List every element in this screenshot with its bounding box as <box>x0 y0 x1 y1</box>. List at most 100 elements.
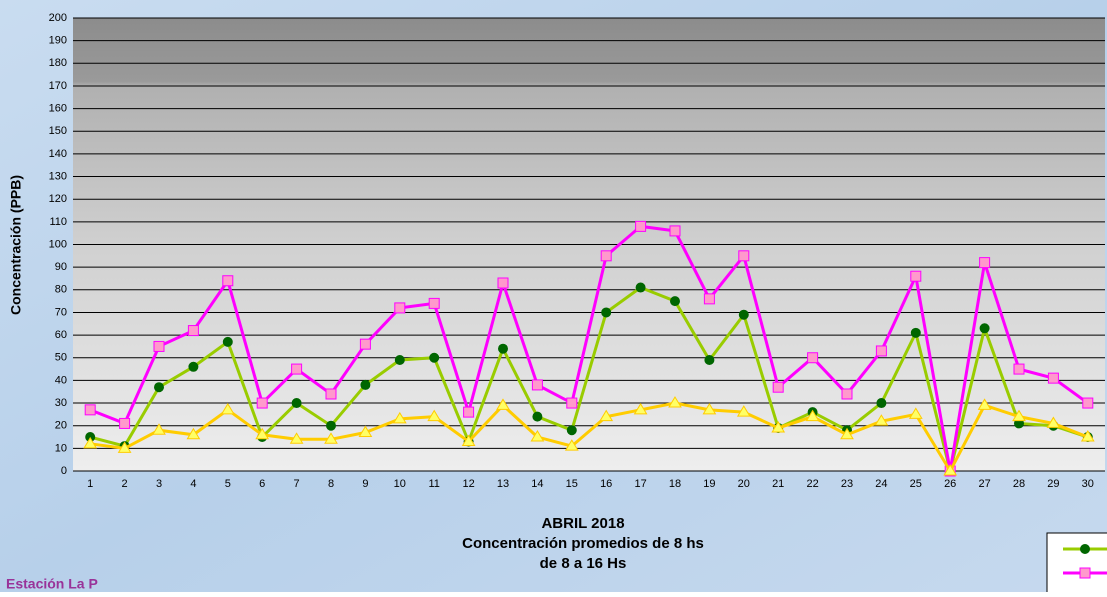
chart-title: ABRIL 2018 <box>541 515 624 532</box>
x-tick-label: 7 <box>294 478 300 490</box>
x-tick-label: 29 <box>1047 478 1059 490</box>
marker <box>498 278 508 288</box>
chart-title: de 8 a 16 Hs <box>540 555 627 572</box>
legend <box>1047 533 1107 592</box>
marker <box>739 310 748 319</box>
marker <box>1083 398 1093 408</box>
y-tick-label: 200 <box>49 12 67 24</box>
marker <box>1081 545 1090 554</box>
marker <box>980 258 990 268</box>
y-tick-label: 0 <box>61 465 67 477</box>
y-tick-label: 70 <box>55 306 67 318</box>
marker <box>877 399 886 408</box>
x-tick-label: 10 <box>394 478 406 490</box>
y-tick-label: 180 <box>49 57 67 69</box>
marker <box>429 298 439 308</box>
marker <box>532 380 542 390</box>
x-tick-label: 20 <box>738 478 750 490</box>
x-tick-label: 4 <box>190 478 196 490</box>
x-tick-label: 5 <box>225 478 231 490</box>
marker <box>636 283 645 292</box>
marker <box>980 324 989 333</box>
y-tick-label: 20 <box>55 420 67 432</box>
annotation: Estación La P <box>6 576 98 592</box>
marker <box>704 294 714 304</box>
marker <box>430 353 439 362</box>
x-tick-label: 19 <box>703 478 715 490</box>
marker <box>911 328 920 337</box>
x-tick-label: 27 <box>978 478 990 490</box>
y-tick-label: 80 <box>55 284 67 296</box>
y-tick-label: 110 <box>49 216 67 228</box>
marker <box>223 337 232 346</box>
marker <box>808 353 818 363</box>
x-tick-label: 26 <box>944 478 956 490</box>
x-tick-label: 28 <box>1013 478 1025 490</box>
marker <box>876 346 886 356</box>
y-tick-label: 190 <box>49 35 67 47</box>
marker <box>326 389 336 399</box>
x-tick-label: 23 <box>841 478 853 490</box>
y-axis-label: Concentración (PPB) <box>8 175 24 315</box>
marker <box>1014 364 1024 374</box>
marker <box>154 341 164 351</box>
x-tick-label: 30 <box>1082 478 1094 490</box>
page: {"chart_data": {"type": "line", "title":… <box>0 0 1107 592</box>
y-tick-label: 100 <box>49 238 67 250</box>
marker <box>739 251 749 261</box>
x-tick-label: 11 <box>428 478 439 490</box>
y-tick-label: 120 <box>49 193 67 205</box>
x-tick-label: 16 <box>600 478 612 490</box>
y-tick-label: 160 <box>49 103 67 115</box>
marker <box>361 380 370 389</box>
x-tick-label: 21 <box>772 478 784 490</box>
marker <box>155 383 164 392</box>
marker <box>601 251 611 261</box>
marker <box>395 303 405 313</box>
marker <box>842 389 852 399</box>
marker <box>189 362 198 371</box>
x-tick-label: 22 <box>806 478 818 490</box>
y-tick-label: 170 <box>49 80 67 92</box>
marker <box>292 364 302 374</box>
y-tick-label: 130 <box>49 170 67 182</box>
marker <box>223 276 233 286</box>
marker <box>257 398 267 408</box>
x-tick-label: 2 <box>122 478 128 490</box>
marker <box>705 356 714 365</box>
y-tick-label: 10 <box>55 442 67 454</box>
marker <box>120 418 130 428</box>
x-tick-label: 3 <box>156 478 162 490</box>
chart: Concentración (PPB) ABRIL 2018 Concentra… <box>0 0 1107 592</box>
marker <box>602 308 611 317</box>
marker <box>327 421 336 430</box>
chart-title: Concentración promedios de 8 hs <box>462 535 704 552</box>
x-tick-label: 25 <box>910 478 922 490</box>
y-tick-label: 150 <box>49 125 67 137</box>
x-tick-label: 6 <box>259 478 265 490</box>
x-tick-label: 9 <box>362 478 368 490</box>
y-tick-label: 140 <box>49 148 67 160</box>
x-tick-label: 18 <box>669 478 681 490</box>
y-tick-label: 60 <box>55 329 67 341</box>
x-tick-label: 14 <box>531 478 543 490</box>
marker <box>1080 568 1090 578</box>
x-tick-label: 17 <box>634 478 646 490</box>
marker <box>671 297 680 306</box>
x-tick-label: 8 <box>328 478 334 490</box>
marker <box>292 399 301 408</box>
marker <box>670 226 680 236</box>
marker <box>533 412 542 421</box>
y-tick-label: 30 <box>55 397 67 409</box>
marker <box>395 356 404 365</box>
marker <box>360 339 370 349</box>
marker <box>773 382 783 392</box>
marker <box>85 405 95 415</box>
x-tick-label: 24 <box>875 478 887 490</box>
marker <box>567 398 577 408</box>
x-tick-label: 1 <box>87 478 93 490</box>
marker <box>188 326 198 336</box>
y-tick-label: 40 <box>55 374 67 386</box>
marker <box>1048 373 1058 383</box>
x-tick-label: 15 <box>566 478 578 490</box>
